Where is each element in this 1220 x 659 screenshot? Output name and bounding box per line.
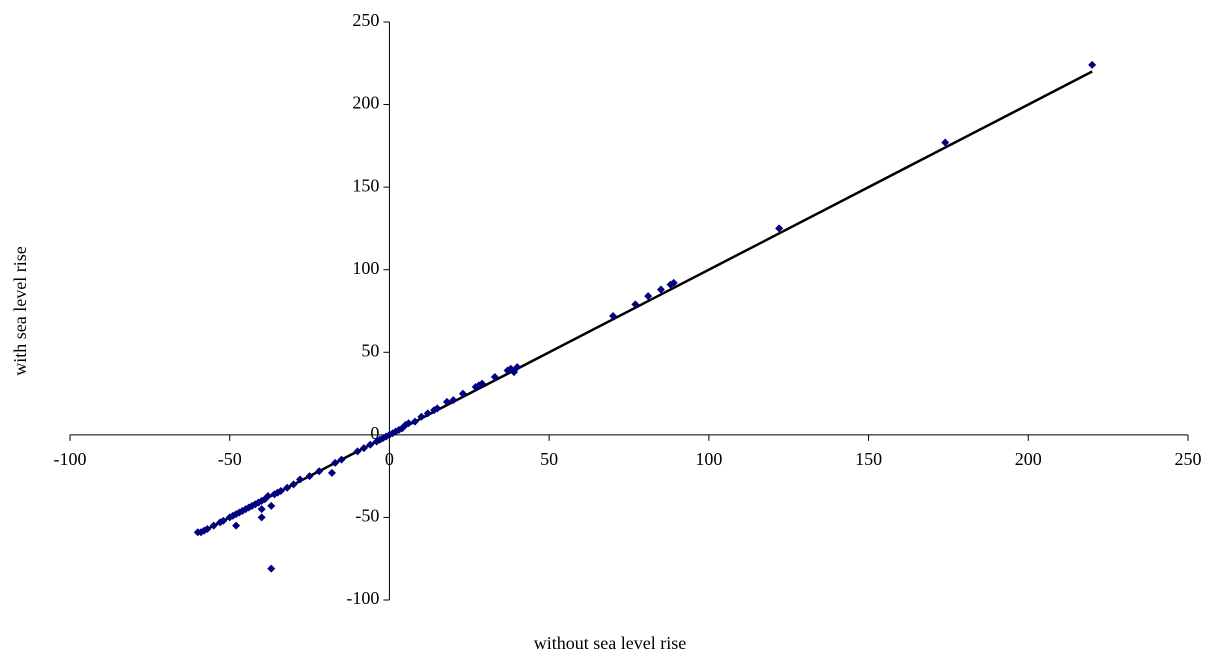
point [270, 490, 279, 499]
point [241, 505, 250, 514]
point [513, 363, 522, 372]
point [410, 417, 419, 426]
point [359, 444, 368, 453]
point [216, 518, 225, 527]
point [417, 412, 426, 421]
trend-line [197, 70, 1093, 536]
point [257, 513, 266, 522]
y-tick-label: 150 [352, 175, 379, 195]
point [209, 521, 218, 530]
point [267, 564, 276, 573]
point [295, 475, 304, 484]
point [503, 366, 512, 375]
point [449, 396, 458, 405]
point [372, 437, 381, 446]
point [656, 285, 665, 294]
point [193, 528, 202, 537]
point [257, 505, 266, 514]
point [366, 440, 375, 449]
point [490, 373, 499, 382]
x-tick-label: 250 [1175, 449, 1202, 469]
point [331, 458, 340, 467]
y-tick-label: 200 [352, 93, 379, 113]
point [327, 468, 336, 477]
point [609, 311, 618, 320]
point [442, 397, 451, 406]
y-tick-label: -50 [355, 506, 379, 526]
x-tick-label: -50 [218, 449, 242, 469]
x-tick-label: 150 [855, 449, 882, 469]
point [430, 406, 439, 415]
point [267, 501, 276, 510]
point [631, 300, 640, 309]
point [353, 447, 362, 456]
point [283, 483, 292, 492]
point [289, 480, 298, 489]
x-tick-label: 200 [1015, 449, 1042, 469]
y-tick-label: 0 [370, 423, 379, 443]
x-tick-label: 100 [695, 449, 722, 469]
point [305, 472, 314, 481]
x-tick-label: 50 [540, 449, 558, 469]
y-axis-title: with sea level rise [10, 246, 30, 375]
point [225, 513, 234, 522]
y-tick-label: 100 [352, 258, 379, 278]
y-tick-label: 250 [352, 10, 379, 30]
point [644, 292, 653, 301]
point [232, 521, 241, 530]
point [315, 467, 324, 476]
point [471, 382, 480, 391]
point [238, 506, 247, 515]
x-tick-label: -100 [54, 449, 87, 469]
y-tick-label: -100 [346, 588, 379, 608]
y-tick-label: 50 [361, 340, 379, 360]
point [775, 224, 784, 233]
point [458, 389, 467, 398]
point [337, 455, 346, 464]
point [666, 280, 675, 289]
point [1088, 60, 1097, 69]
x-tick-label: 0 [385, 449, 394, 469]
point [423, 409, 432, 418]
point [941, 138, 950, 147]
x-axis-title: without sea level rise [534, 633, 686, 653]
